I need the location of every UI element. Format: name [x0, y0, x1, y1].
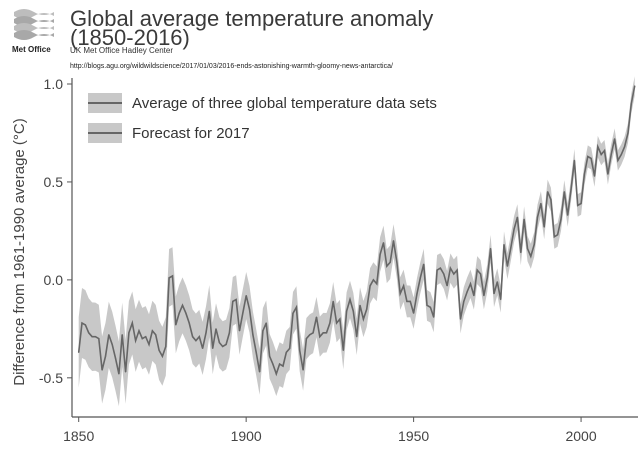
logo-text: Met Office [12, 45, 51, 54]
series-line [77, 85, 636, 377]
chart-title-line1: Global average temperature anomaly [70, 6, 433, 31]
x-ticks: 1850 1900 1950 2000 [63, 417, 597, 444]
y-tick-label: 0.0 [44, 272, 64, 288]
legend-label-2: Forecast for 2017 [132, 125, 250, 142]
y-ticks: 1.0 0.5 0.0 -0.5 [39, 76, 72, 386]
credit-text: UK Met Office Hadley Center [70, 46, 173, 55]
x-tick-label: 1950 [398, 428, 429, 444]
x-tick-label: 1850 [63, 428, 94, 444]
y-axis-label: Difference from 1961-1990 average (°C) [11, 118, 28, 386]
chart-title-line2: (1850-2016) [70, 25, 190, 50]
y-tick-label: -0.5 [39, 370, 63, 386]
legend-label-1: Average of three global temperature data… [132, 95, 437, 112]
x-tick-label: 2000 [565, 428, 596, 444]
legend: Average of three global temperature data… [88, 93, 437, 143]
met-office-logo [14, 9, 54, 40]
y-tick-label: 1.0 [44, 76, 64, 92]
y-tick-label: 0.5 [44, 174, 64, 190]
source-url[interactable]: http://blogs.agu.org/wildwildscience/201… [70, 63, 393, 70]
x-tick-label: 1900 [231, 428, 262, 444]
uncertainty-band [78, 76, 635, 407]
